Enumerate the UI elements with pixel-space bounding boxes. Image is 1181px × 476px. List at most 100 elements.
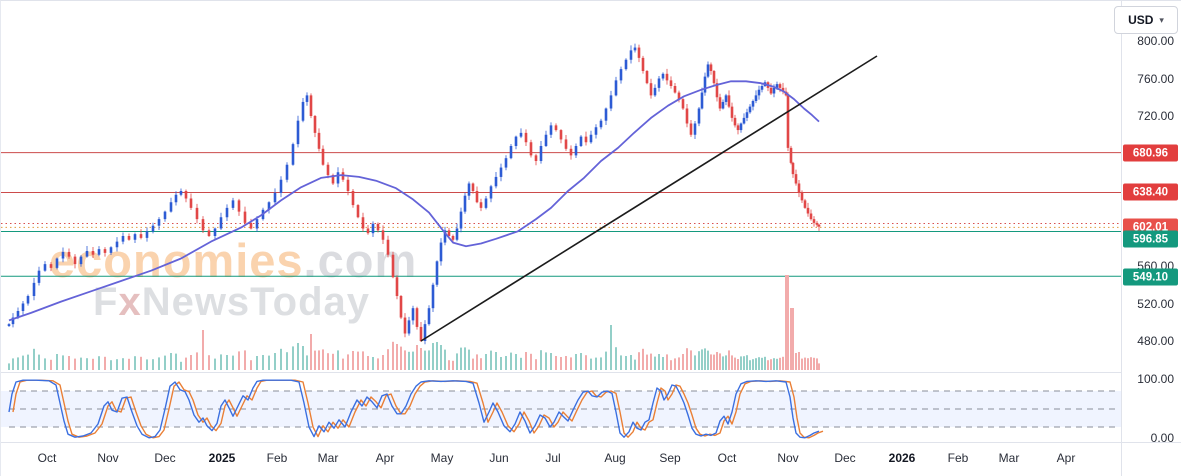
volume-bar — [620, 355, 622, 370]
volume-bar — [662, 357, 664, 370]
volume-bar — [595, 357, 597, 370]
candle — [273, 192, 277, 203]
oscillator-axis-label: 100.00 — [1137, 372, 1174, 386]
volume-bar — [500, 357, 502, 370]
volume-bar — [396, 344, 398, 370]
candle — [459, 211, 463, 229]
candle — [115, 241, 119, 248]
volume-bar — [682, 354, 684, 370]
chart-canvas[interactable] — [1, 1, 1121, 442]
candle — [423, 324, 427, 341]
volume-bar — [400, 346, 402, 370]
candle — [769, 87, 773, 94]
candle — [91, 251, 95, 255]
time-axis-label: Oct — [37, 451, 57, 465]
candle — [604, 108, 608, 121]
candle — [727, 95, 731, 107]
volume-bar — [362, 351, 364, 370]
price-badge: 596.85 — [1123, 230, 1178, 248]
volume-bar — [580, 353, 582, 370]
volume-bar — [444, 349, 446, 370]
volume-bar — [749, 360, 751, 370]
price-badge: 638.40 — [1123, 183, 1178, 201]
time-axis-label: Dec — [154, 451, 176, 465]
volume-bar — [472, 358, 474, 370]
volume-bar — [404, 350, 406, 370]
volume-bar — [134, 356, 136, 370]
candle — [778, 84, 782, 88]
stochastic-k-line — [8, 379, 820, 439]
volume-bar — [590, 358, 592, 370]
volume-bar — [773, 358, 775, 370]
time-axis[interactable]: Oct Nov Dec 2025 Feb Mar Apr May Jun Jul Aug Sep Oct… — [1, 442, 1181, 476]
time-axis-label: Apr — [375, 451, 395, 465]
candle — [609, 95, 613, 109]
candle — [781, 87, 785, 92]
candle — [514, 136, 518, 146]
volume-bar — [337, 350, 339, 370]
price-axis-label: 760.00 — [1137, 71, 1174, 86]
candle — [97, 249, 101, 255]
volume-bar — [110, 360, 112, 370]
candle — [594, 127, 598, 135]
volume-bar — [816, 358, 818, 370]
candle — [786, 95, 790, 148]
candle — [549, 125, 553, 135]
volume-bar — [274, 353, 276, 370]
volume-bar — [694, 355, 696, 370]
candle — [55, 258, 59, 268]
candle — [127, 236, 131, 240]
volume-bar — [654, 356, 656, 370]
volume-bar — [495, 352, 497, 370]
candle — [817, 224, 821, 227]
candle — [21, 303, 25, 311]
volume-bar — [716, 352, 718, 370]
time-axis-label: Jun — [489, 451, 509, 465]
volume-bar — [565, 356, 567, 370]
currency-selector[interactable]: USD ▾ — [1114, 6, 1178, 34]
volume-bar — [761, 357, 763, 370]
volume-bar — [779, 357, 781, 370]
candle — [439, 242, 443, 262]
candle — [419, 326, 423, 341]
candle — [121, 236, 125, 242]
volume-bar — [704, 348, 706, 370]
price-axis[interactable]: 800.00 760.00 720.00 560.00 520.00 480.00 680… — [1121, 1, 1181, 476]
volume-bar — [642, 348, 644, 370]
volume-bar — [530, 353, 532, 370]
volume-bar — [490, 350, 492, 370]
candle — [800, 192, 804, 201]
candle — [757, 89, 761, 96]
candle — [645, 71, 649, 84]
candle — [709, 64, 713, 71]
volume-bar — [785, 275, 787, 370]
candle — [231, 200, 235, 208]
volume-bar — [701, 349, 703, 370]
volume-bar — [292, 346, 294, 370]
price-axis-label: 480.00 — [1137, 334, 1174, 348]
volume-bar — [485, 354, 487, 370]
time-axis-label: Nov — [777, 451, 799, 465]
volume-bar — [202, 330, 204, 370]
volume-bar — [17, 357, 19, 370]
volume-bar — [550, 353, 552, 370]
volume-bar — [416, 345, 418, 370]
volume-bar — [810, 357, 812, 370]
volume-bar — [98, 356, 100, 370]
time-axis-label: Mar — [998, 451, 1020, 465]
candle — [447, 230, 451, 236]
candle — [285, 164, 289, 180]
candle — [599, 120, 603, 128]
trend-line[interactable] — [420, 55, 878, 342]
candle — [569, 148, 573, 156]
candle — [657, 78, 661, 88]
candle — [584, 136, 588, 143]
candle — [305, 95, 309, 102]
candle — [356, 205, 360, 218]
candle — [313, 116, 317, 133]
candle — [745, 112, 749, 118]
candle — [797, 183, 801, 193]
candle — [7, 324, 11, 326]
volume-bar — [92, 358, 94, 370]
volume-bar — [448, 360, 450, 370]
